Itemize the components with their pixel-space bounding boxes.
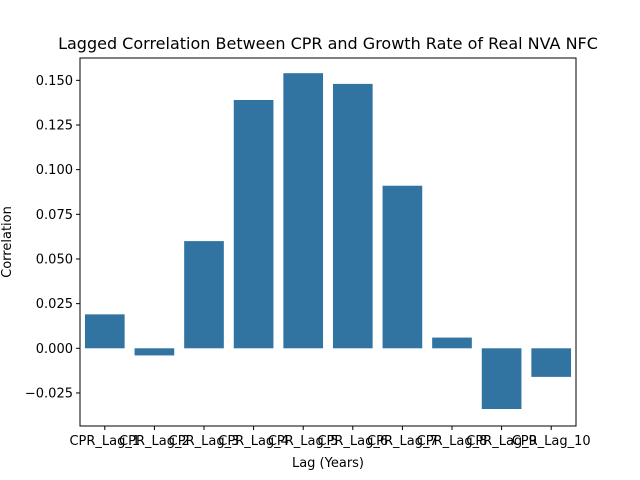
chart-title: Lagged Correlation Between CPR and Growt…	[58, 34, 598, 53]
y-tick-label: 0.025	[36, 297, 73, 312]
y-tick-label: 0.100	[36, 163, 73, 178]
x-tick-label: CPR_Lag_2	[119, 434, 190, 449]
y-tick-label: 0.050	[36, 252, 73, 267]
x-tick-label: CPR_Lag_6	[317, 434, 388, 449]
x-tick-label: CPR_Lag_8	[417, 434, 488, 449]
x-tick-label: CPR_Lag_9	[466, 434, 537, 449]
x-tick-label: CPR_Lag_3	[169, 434, 240, 449]
bar-cpr-lag-3	[184, 241, 224, 349]
y-tick-label: 0.125	[36, 118, 73, 133]
bar-cpr-lag-6	[332, 83, 373, 349]
plot-frame	[79, 57, 577, 427]
y-axis-label: Correlation	[0, 206, 15, 278]
x-tick-label: CPR_Lag_1	[69, 434, 140, 449]
x-axis-ticks: CPR_Lag_1CPR_Lag_2CPR_Lag_3CPR_Lag_4CPR_…	[69, 426, 591, 449]
bar-cpr-lag-4	[233, 99, 274, 349]
bar-cpr-lag-5	[283, 73, 324, 349]
x-axis-label: Lag (Years)	[292, 456, 364, 471]
bar-cpr-lag-7	[382, 185, 423, 349]
bar-cpr-lag-1	[84, 314, 125, 349]
y-axis-ticks: −0.025 0.000 0.025 0.050 0.075 0.100 0.125 0.15…	[25, 74, 80, 401]
bars-group	[84, 73, 572, 410]
y-tick-label: 0.150	[36, 74, 73, 89]
y-tick-label: 0.075	[36, 208, 73, 223]
x-tick-label: CPR_Lag_7	[367, 434, 438, 449]
bar-cpr-lag-8	[432, 337, 472, 349]
x-tick-label: CPR_Lag_10	[512, 434, 591, 449]
bar-cpr-lag-2	[134, 348, 175, 356]
y-tick-label: −0.025	[25, 386, 73, 401]
y-tick-label: 0.000	[36, 342, 73, 357]
bar-cpr-lag-10	[531, 348, 572, 377]
bar-cpr-lag-9	[481, 348, 522, 410]
x-tick-label: CPR_Lag_4	[218, 434, 289, 449]
x-tick-label: CPR_Lag_5	[268, 434, 339, 449]
